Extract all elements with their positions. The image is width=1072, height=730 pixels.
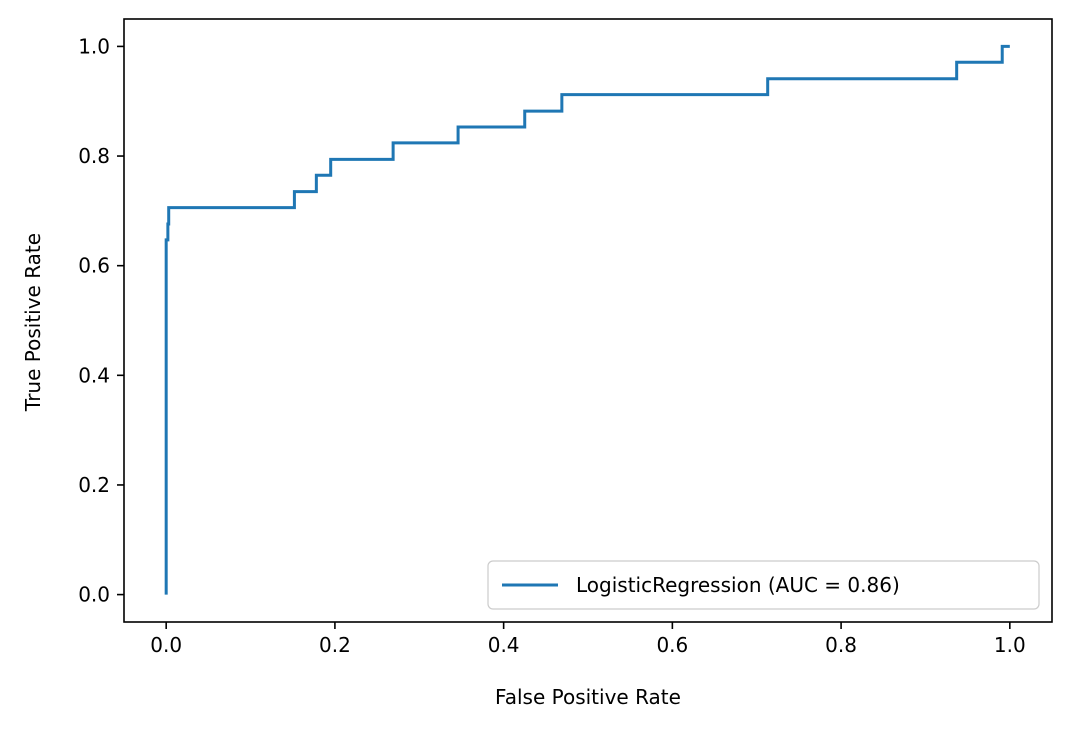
x-tick-label: 0.8 [825,633,857,657]
axes-frame [123,18,1053,623]
x-tick-label: 0.2 [319,633,351,657]
x-axis-ticks: 0.0 0.2 0.4 0.6 0.8 1.0 [150,622,1026,657]
y-tick-label: 0.2 [78,473,110,497]
y-tick-label: 0.6 [78,254,110,278]
legend: LogisticRegression (AUC = 0.86) [487,560,1040,610]
x-tick-label: 0.0 [150,633,182,657]
y-tick-label: 0.0 [78,583,110,607]
y-axis-ticks: 0.0 0.2 0.4 0.6 0.8 1.0 [78,34,124,607]
plot-area [123,18,1053,623]
series-line-0 [164,44,1010,595]
legend-entry-label: LogisticRegression (AUC = 0.86) [576,573,900,597]
legend-box [487,560,1040,610]
x-axis-label: False Positive Rate [495,685,681,709]
y-tick-label: 0.8 [78,144,110,168]
y-tick-label: 1.0 [78,34,110,58]
x-tick-label: 0.4 [488,633,520,657]
y-tick-label: 0.4 [78,363,110,387]
y-axis-label: True Positive Rate [21,233,45,412]
x-tick-label: 1.0 [994,633,1026,657]
x-tick-label: 0.6 [656,633,688,657]
